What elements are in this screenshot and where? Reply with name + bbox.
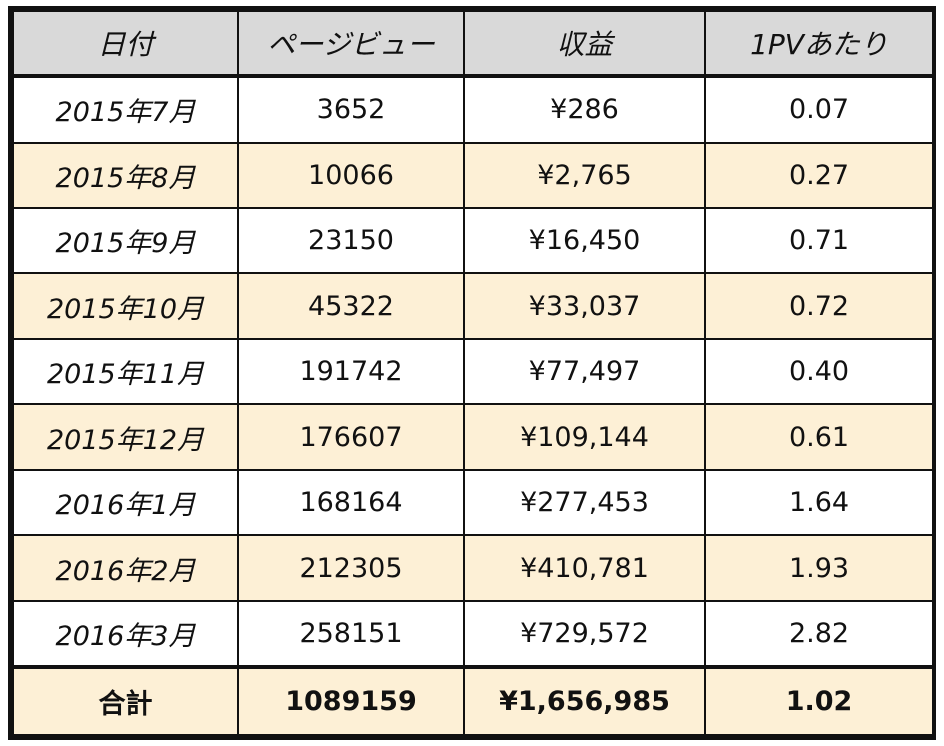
per-pv-cell: 1.64	[704, 468, 934, 537]
per-pv-cell: 0.27	[704, 141, 934, 209]
revenue-cell: ¥410,781	[463, 534, 706, 602]
date-cell: 2015年12月	[12, 403, 239, 471]
table-row: 2015年8月 10066 ¥2,765 0.27	[12, 141, 934, 209]
per-pv-cell: 2.82	[704, 599, 934, 669]
pageviews-cell: 3652	[237, 75, 465, 144]
header-pageviews: ページビュー	[237, 10, 465, 78]
per-pv-cell: 0.07	[704, 75, 934, 144]
revenue-cell: ¥286	[463, 75, 706, 144]
table-row: 2016年2月 212305 ¥410,781 1.93	[12, 534, 934, 602]
table-row: 2015年9月 23150 ¥16,450 0.71	[12, 206, 934, 275]
revenue-cell: ¥277,453	[463, 468, 706, 537]
date-cell: 2015年11月	[12, 337, 239, 406]
data-table-frame: 日付 ページビュー 収益 1PVあたり 2015年7月 3652 ¥286 0.…	[8, 6, 936, 740]
table-row: 2015年12月 176607 ¥109,144 0.61	[12, 403, 934, 471]
date-cell: 2016年2月	[12, 534, 239, 602]
table-row: 2015年10月 45322 ¥33,037 0.72	[12, 272, 934, 340]
date-cell: 2016年1月	[12, 468, 239, 537]
date-cell: 2015年8月	[12, 141, 239, 209]
pageviews-cell: 23150	[237, 206, 465, 275]
per-pv-cell: 1.93	[704, 534, 934, 602]
per-pv-cell: 0.40	[704, 337, 934, 406]
revenue-cell: ¥109,144	[463, 403, 706, 471]
total-row: 合計 1089159 ¥1,656,985 1.02	[12, 665, 934, 736]
revenue-cell: ¥16,450	[463, 206, 706, 275]
header-per-pv: 1PVあたり	[704, 10, 934, 78]
pageviews-cell: 176607	[237, 403, 465, 471]
pageviews-cell: 168164	[237, 468, 465, 537]
total-per-pv: 1.02	[704, 665, 934, 736]
pageviews-cell: 45322	[237, 272, 465, 340]
total-revenue: ¥1,656,985	[463, 665, 706, 736]
date-cell: 2015年10月	[12, 272, 239, 340]
pageviews-cell: 10066	[237, 141, 465, 209]
total-pageviews: 1089159	[237, 665, 465, 736]
table-row: 2015年11月 191742 ¥77,497 0.40	[12, 337, 934, 406]
pageviews-cell: 191742	[237, 337, 465, 406]
table-header-row: 日付 ページビュー 収益 1PVあたり	[12, 10, 934, 78]
revenue-cell: ¥729,572	[463, 599, 706, 669]
total-label: 合計	[12, 665, 239, 736]
revenue-cell: ¥33,037	[463, 272, 706, 340]
per-pv-cell: 0.72	[704, 272, 934, 340]
date-cell: 2015年7月	[12, 75, 239, 144]
date-cell: 2015年9月	[12, 206, 239, 275]
revenue-cell: ¥2,765	[463, 141, 706, 209]
pageviews-cell: 212305	[237, 534, 465, 602]
header-revenue: 収益	[463, 10, 706, 78]
date-cell: 2016年3月	[12, 599, 239, 669]
pageview-revenue-table: 日付 ページビュー 収益 1PVあたり 2015年7月 3652 ¥286 0.…	[12, 10, 934, 736]
per-pv-cell: 0.61	[704, 403, 934, 471]
pageviews-cell: 258151	[237, 599, 465, 669]
table-row: 2016年1月 168164 ¥277,453 1.64	[12, 468, 934, 537]
per-pv-cell: 0.71	[704, 206, 934, 275]
header-date: 日付	[12, 10, 239, 78]
table-row: 2016年3月 258151 ¥729,572 2.82	[12, 599, 934, 669]
revenue-cell: ¥77,497	[463, 337, 706, 406]
table-row: 2015年7月 3652 ¥286 0.07	[12, 75, 934, 144]
